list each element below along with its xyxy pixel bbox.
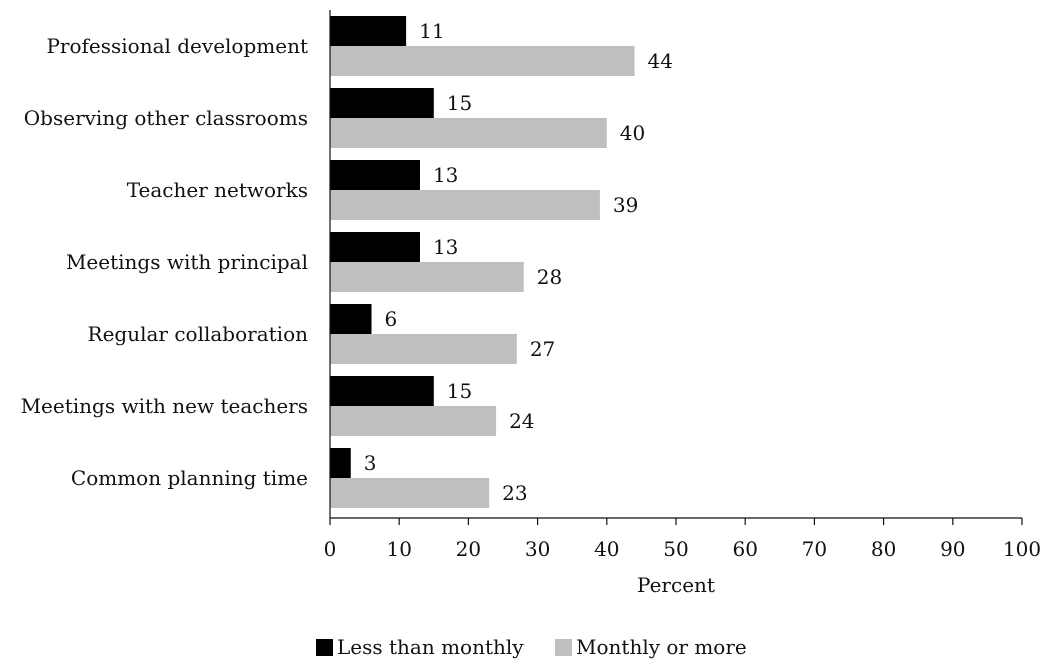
bar-common-planning-time-series-1 bbox=[330, 448, 351, 478]
x-ticks-layer: 0 10 20 30 40 50 60 70 80 90 100 bbox=[324, 518, 1041, 561]
value-label-meetings-with-new-teachers-series-2: 24 bbox=[509, 409, 534, 433]
category-label-common-planning-time: Common planning time bbox=[71, 466, 308, 490]
legend: Less than monthly Monthly or more bbox=[316, 635, 747, 659]
legend-swatch-series-1 bbox=[316, 639, 333, 656]
x-tick-label-70: 70 bbox=[802, 537, 827, 561]
bar-observing-other-classrooms-series-1 bbox=[330, 88, 434, 118]
bar-meetings-with-new-teachers-series-2 bbox=[330, 406, 497, 436]
x-tick-label-60: 60 bbox=[732, 537, 757, 561]
category-label-observing-other-classrooms: Observing other classrooms bbox=[24, 106, 308, 130]
x-tick-label-30: 30 bbox=[525, 537, 550, 561]
value-label-professional-development-series-2: 44 bbox=[647, 49, 672, 73]
x-tick-label-20: 20 bbox=[456, 537, 481, 561]
x-tick-label-90: 90 bbox=[940, 537, 965, 561]
category-label-meetings-with-new-teachers: Meetings with new teachers bbox=[21, 394, 308, 418]
value-label-teacher-networks-series-2: 39 bbox=[613, 193, 638, 217]
bar-professional-development-series-2 bbox=[330, 46, 635, 76]
legend-label-series-1: Less than monthly bbox=[337, 635, 524, 659]
category-labels-layer: Professional development Observing other … bbox=[21, 34, 309, 490]
bar-professional-development-series-1 bbox=[330, 16, 407, 46]
x-tick-label-40: 40 bbox=[594, 537, 619, 561]
value-label-meetings-with-new-teachers-series-1: 15 bbox=[447, 379, 472, 403]
bar-teacher-networks-series-2 bbox=[330, 190, 600, 220]
value-label-meetings-with-principal-series-2: 28 bbox=[537, 265, 562, 289]
value-label-observing-other-classrooms-series-1: 15 bbox=[447, 91, 472, 115]
value-label-meetings-with-principal-series-1: 13 bbox=[433, 235, 458, 259]
category-label-teacher-networks: Teacher networks bbox=[127, 178, 308, 202]
category-label-regular-collaboration: Regular collaboration bbox=[88, 322, 309, 346]
bar-observing-other-classrooms-series-2 bbox=[330, 118, 607, 148]
x-axis-title: Percent bbox=[637, 573, 715, 597]
value-label-common-planning-time-series-2: 23 bbox=[502, 481, 527, 505]
value-label-professional-development-series-1: 11 bbox=[419, 19, 444, 43]
x-tick-label-80: 80 bbox=[871, 537, 896, 561]
value-label-observing-other-classrooms-series-2: 40 bbox=[620, 121, 645, 145]
bar-meetings-with-principal-series-2 bbox=[330, 262, 524, 292]
value-label-teacher-networks-series-1: 13 bbox=[433, 163, 458, 187]
value-labels-layer: 11 44 15 40 13 39 13 28 6 27 15 24 3 23 bbox=[364, 19, 673, 505]
bar-teacher-networks-series-1 bbox=[330, 160, 420, 190]
bar-regular-collaboration-series-1 bbox=[330, 304, 372, 334]
category-label-professional-development: Professional development bbox=[46, 34, 308, 58]
bar-meetings-with-principal-series-1 bbox=[330, 232, 420, 262]
bar-common-planning-time-series-2 bbox=[330, 478, 490, 508]
legend-swatch-series-2 bbox=[555, 639, 572, 656]
x-tick-label-0: 0 bbox=[324, 537, 337, 561]
value-label-regular-collaboration-series-1: 6 bbox=[385, 307, 398, 331]
value-label-regular-collaboration-series-2: 27 bbox=[530, 337, 555, 361]
bar-meetings-with-new-teachers-series-1 bbox=[330, 376, 434, 406]
x-tick-label-50: 50 bbox=[663, 537, 688, 561]
legend-label-series-2: Monthly or more bbox=[576, 635, 747, 659]
bar-regular-collaboration-series-2 bbox=[330, 334, 517, 364]
x-tick-label-100: 100 bbox=[1003, 537, 1041, 561]
category-label-meetings-with-principal: Meetings with principal bbox=[66, 250, 308, 274]
x-tick-label-10: 10 bbox=[386, 537, 411, 561]
bars-layer bbox=[330, 16, 635, 508]
value-label-common-planning-time-series-1: 3 bbox=[364, 451, 377, 475]
